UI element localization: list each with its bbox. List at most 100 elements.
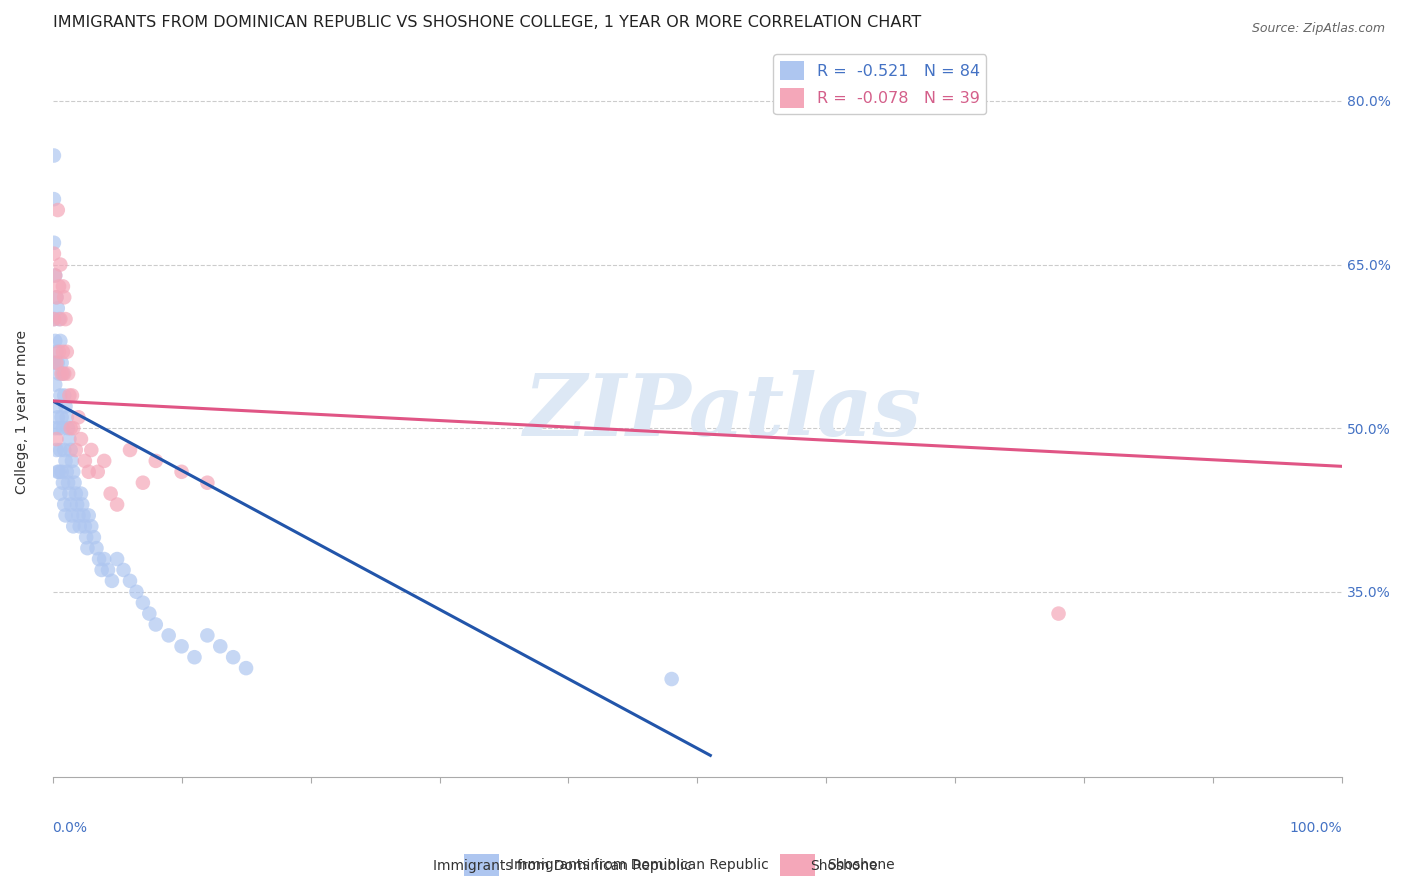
Point: [67, 508, 90, 523]
Point: [45, 344, 67, 359]
Point: [138, 607, 160, 621]
Point: [183, 650, 205, 665]
Point: [101, 574, 124, 588]
Point: [132, 596, 155, 610]
Point: [56, 344, 79, 359]
Point: [100, 486, 122, 500]
Point: [66, 498, 89, 512]
Point: [170, 640, 193, 654]
Point: [73, 454, 96, 468]
Point: [46, 465, 69, 479]
Point: [42, 148, 65, 162]
Point: [58, 486, 80, 500]
Point: [46, 410, 69, 425]
Point: [60, 388, 83, 402]
Point: [1047, 607, 1070, 621]
Y-axis label: College, 1 year or more: College, 1 year or more: [15, 330, 30, 494]
Point: [49, 388, 72, 402]
Point: [55, 508, 77, 523]
Point: [49, 334, 72, 348]
Point: [59, 498, 82, 512]
Point: [48, 367, 70, 381]
Point: [58, 432, 80, 446]
Text: ZIPatlas: ZIPatlas: [524, 370, 922, 453]
Point: [83, 530, 105, 544]
Point: [44, 268, 66, 283]
Point: [62, 421, 84, 435]
Point: [63, 475, 86, 490]
Point: [53, 388, 76, 402]
Point: [73, 519, 96, 533]
Point: [93, 552, 115, 566]
Point: [44, 377, 66, 392]
Point: [49, 312, 72, 326]
Point: [42, 356, 65, 370]
Point: [53, 498, 76, 512]
Point: [52, 279, 75, 293]
Point: [132, 475, 155, 490]
Point: [60, 508, 83, 523]
Point: [53, 442, 76, 457]
Point: [70, 432, 93, 446]
Point: [65, 442, 87, 457]
Point: [80, 519, 103, 533]
Point: [52, 421, 75, 435]
Point: [53, 367, 76, 381]
Text: Immigrants from Dominican Republic: Immigrants from Dominican Republic: [510, 858, 769, 871]
Text: 100.0%: 100.0%: [1289, 821, 1343, 835]
Point: [87, 465, 110, 479]
Point: [56, 410, 79, 425]
Point: [55, 312, 77, 326]
Point: [51, 410, 73, 425]
Point: [49, 442, 72, 457]
Point: [42, 246, 65, 260]
Point: [52, 367, 75, 381]
Point: [45, 432, 67, 446]
Point: [48, 279, 70, 293]
Point: [51, 356, 73, 370]
Point: [77, 465, 100, 479]
Point: [170, 465, 193, 479]
Point: [42, 235, 65, 250]
Text: Source: ZipAtlas.com: Source: ZipAtlas.com: [1251, 22, 1385, 36]
Point: [60, 454, 83, 468]
Point: [56, 465, 79, 479]
Point: [72, 508, 94, 523]
Point: [48, 344, 70, 359]
Point: [42, 312, 65, 326]
Point: [45, 290, 67, 304]
Point: [222, 650, 245, 665]
Point: [44, 421, 66, 435]
Point: [105, 498, 128, 512]
Point: [209, 640, 232, 654]
Point: [77, 508, 100, 523]
Point: [62, 465, 84, 479]
Point: [44, 334, 66, 348]
Point: [93, 454, 115, 468]
Point: [45, 356, 67, 370]
Point: [125, 584, 148, 599]
Point: [195, 628, 218, 642]
Point: [195, 475, 218, 490]
Point: [42, 312, 65, 326]
Point: [105, 552, 128, 566]
Point: [112, 563, 135, 577]
Point: [70, 486, 93, 500]
Legend: R =  -0.521   N = 84, R =  -0.078   N = 39: R = -0.521 N = 84, R = -0.078 N = 39: [773, 54, 986, 114]
Point: [56, 475, 79, 490]
Point: [55, 454, 77, 468]
Point: [118, 574, 141, 588]
Point: [76, 541, 98, 556]
Point: [145, 617, 167, 632]
Point: [53, 290, 76, 304]
Text: IMMIGRANTS FROM DOMINICAN REPUBLIC VS SHOSHONE COLLEGE, 1 YEAR OR MORE CORRELATI: IMMIGRANTS FROM DOMINICAN REPUBLIC VS SH…: [52, 15, 921, 30]
Point: [46, 301, 69, 316]
Point: [45, 290, 67, 304]
Point: [118, 442, 141, 457]
Point: [97, 563, 120, 577]
Text: Shoshone: Shoshone: [810, 859, 877, 872]
Point: [72, 498, 94, 512]
Text: 0.0%: 0.0%: [52, 821, 87, 835]
Point: [157, 628, 180, 642]
Point: [235, 661, 257, 675]
